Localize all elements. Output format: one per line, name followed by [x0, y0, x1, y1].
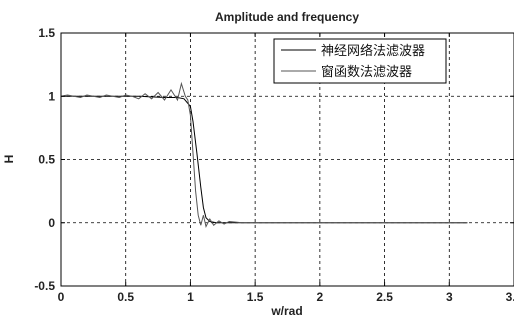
- grid: [61, 33, 514, 286]
- x-tick-label: 1.5: [247, 290, 264, 304]
- legend-label-2: 窗函数法滤波器: [321, 64, 412, 80]
- y-tick-label: 0: [48, 216, 55, 230]
- x-tick-label: 0.5: [117, 290, 134, 304]
- x-tick-label: 1: [187, 290, 194, 304]
- x-tick-label: 2.5: [376, 290, 393, 304]
- legend: 神经网络法滤波器 窗函数法滤波器: [273, 38, 447, 84]
- series-line-2: [60, 81, 468, 228]
- ticks: 00.511.522.533.5-0.500.511.5: [34, 26, 514, 304]
- y-axis-label: H: [2, 155, 16, 164]
- x-tick-label: 2: [317, 290, 324, 304]
- legend-label-1: 神经网络法滤波器: [321, 43, 425, 59]
- y-tick-label: 1: [48, 89, 55, 103]
- x-tick-label: 3: [446, 290, 453, 304]
- x-tick-label: 0: [58, 290, 65, 304]
- legend-box: [273, 38, 447, 84]
- chart-title: Amplitude and frequency: [215, 10, 359, 24]
- series-group: [60, 81, 468, 228]
- y-tick-label: -0.5: [34, 279, 55, 293]
- y-tick-label: 1.5: [38, 26, 55, 40]
- x-tick-label: 3.5: [506, 290, 514, 304]
- x-axis-label: w/rad: [270, 304, 302, 318]
- y-tick-label: 0.5: [38, 153, 55, 167]
